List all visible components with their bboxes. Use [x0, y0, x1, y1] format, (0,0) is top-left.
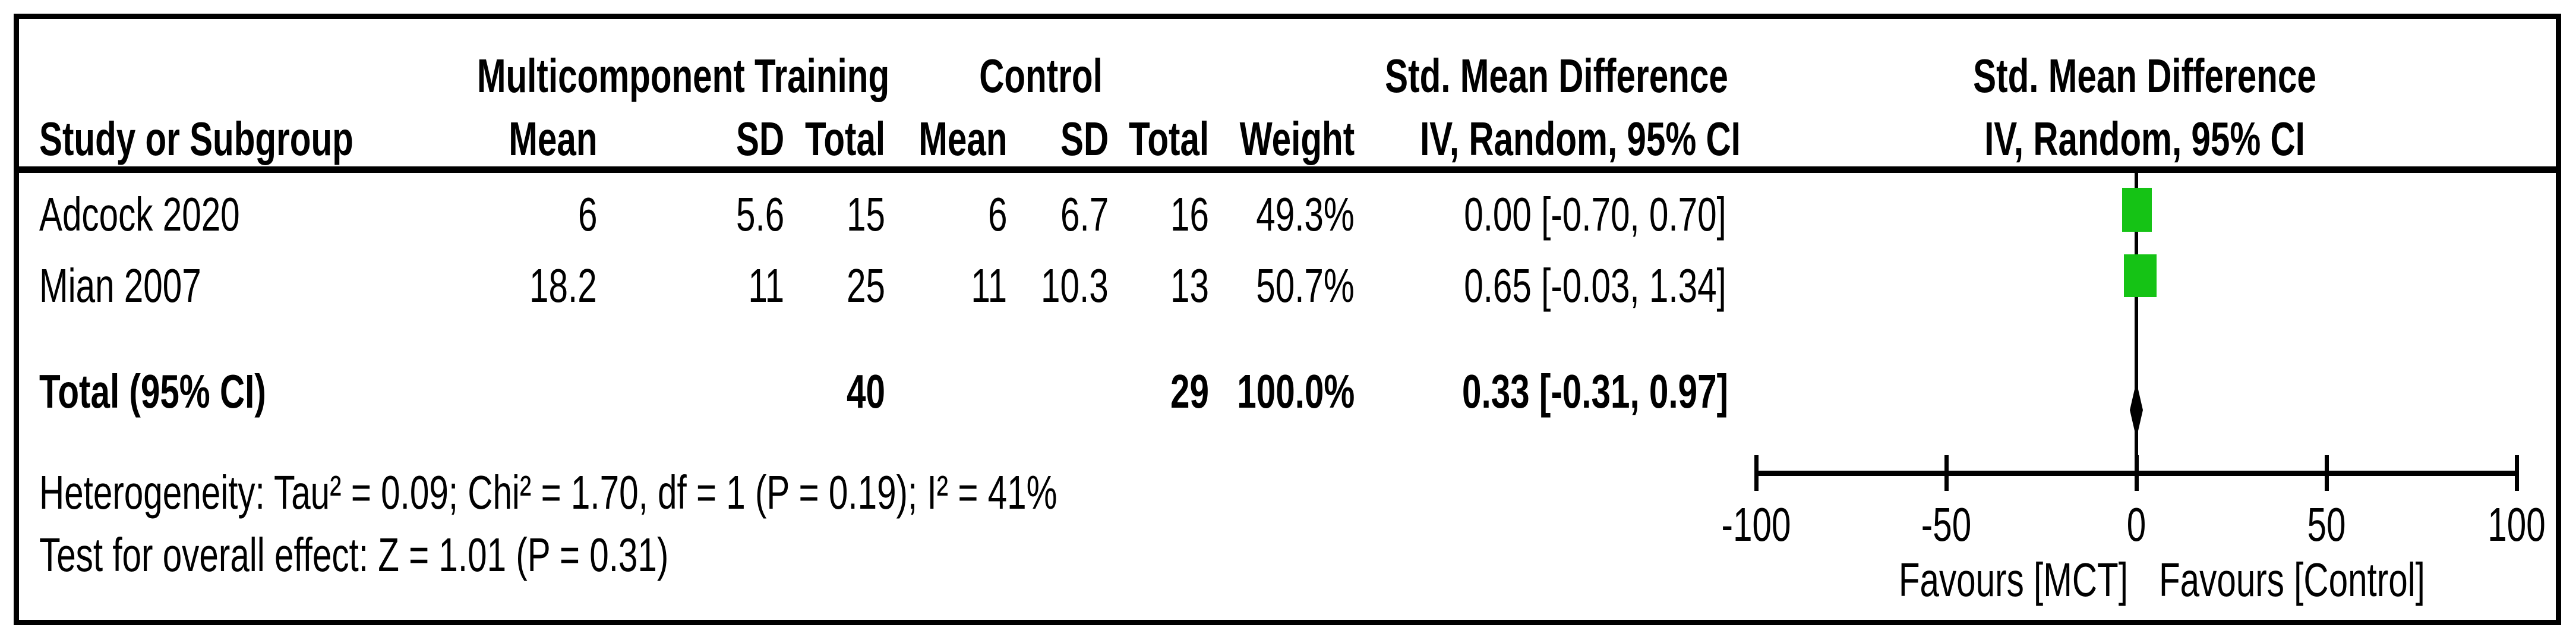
effect-header-table: Std. Mean Difference: [1385, 49, 1728, 102]
col-header-mean-ctrl: Mean: [918, 112, 1007, 165]
cell-sd-ctrl: 6.7: [1060, 188, 1109, 241]
col-header-method-plot: IV, Random, 95% CI: [1984, 112, 2305, 165]
x-tick-label: -50: [1921, 498, 1972, 551]
favours-right-label: Favours [Control]: [2159, 553, 2425, 606]
cell-total-ctrl: 13: [1170, 259, 1209, 312]
cell-mean-mct: 18.2: [529, 259, 597, 312]
study-marker-adcock: [2122, 188, 2152, 232]
x-tick-label: 50: [2307, 498, 2346, 551]
x-axis-tick: [1944, 455, 1949, 491]
cell-mean-ctrl: 11: [971, 259, 1007, 312]
cell-weight: 50.7%: [1256, 259, 1355, 312]
cell-mean-mct: 6: [577, 188, 597, 241]
study-label: Mian 2007: [39, 259, 201, 312]
cell-sd-mct: 5.6: [735, 188, 784, 241]
total-row-total-mct: 40: [847, 365, 885, 418]
cell-total-ctrl: 16: [1170, 188, 1209, 241]
cell-effect-ci: 0.65 [-0.03, 1.34]: [1464, 259, 1726, 312]
col-header-sd-ctrl: SD: [1060, 112, 1109, 165]
cell-effect-ci: 0.00 [-0.70, 0.70]: [1464, 188, 1726, 241]
zero-line: [2135, 173, 2138, 474]
header-divider-rule: [16, 166, 2560, 173]
study-label: Adcock 2020: [39, 188, 240, 241]
x-axis-tick: [2515, 455, 2519, 491]
cell-weight: 49.3%: [1256, 188, 1355, 241]
total-row-effect-ci: 0.33 [-0.31, 0.97]: [1461, 365, 1729, 418]
x-axis-tick: [2325, 455, 2329, 491]
col-header-total-ctrl: Total: [1128, 112, 1209, 165]
x-axis-tick: [1754, 455, 1759, 491]
favours-left-label: Favours [MCT]: [1898, 553, 2128, 606]
cell-mean-ctrl: 6: [987, 188, 1007, 241]
heterogeneity-text: Heterogeneity: Tau² = 0.09; Chi² = 1.70,…: [39, 466, 1057, 519]
cell-total-mct: 15: [847, 188, 885, 241]
group-header-control: Control: [979, 49, 1103, 102]
group-header-mct: Multicomponent Training: [476, 49, 890, 102]
pooled-effect-diamond: [2130, 382, 2143, 439]
col-header-total-mct: Total: [804, 112, 885, 165]
col-header-method-table: IV, Random, 95% CI: [1420, 112, 1741, 165]
cell-total-mct: 25: [847, 259, 885, 312]
col-header-study: Study or Subgroup: [39, 112, 353, 165]
cell-sd-mct: 11: [748, 259, 784, 312]
total-row-label: Total (95% CI): [39, 365, 266, 418]
x-tick-label: 0: [2126, 498, 2146, 551]
total-row-total-ctrl: 29: [1170, 365, 1209, 418]
effect-header-plot: Std. Mean Difference: [1973, 49, 2316, 102]
cell-sd-ctrl: 10.3: [1041, 259, 1109, 312]
col-header-weight: Weight: [1239, 112, 1355, 165]
overall-effect-text: Test for overall effect: Z = 1.01 (P = 0…: [39, 528, 669, 581]
col-header-sd-mct: SD: [735, 112, 784, 165]
x-tick-label: -100: [1721, 498, 1791, 551]
study-marker-mian: [2124, 254, 2157, 297]
x-axis-tick: [2135, 455, 2139, 491]
x-tick-label: 100: [2487, 498, 2546, 551]
col-header-mean-mct: Mean: [508, 112, 597, 165]
total-row-weight: 100.0%: [1236, 365, 1355, 418]
